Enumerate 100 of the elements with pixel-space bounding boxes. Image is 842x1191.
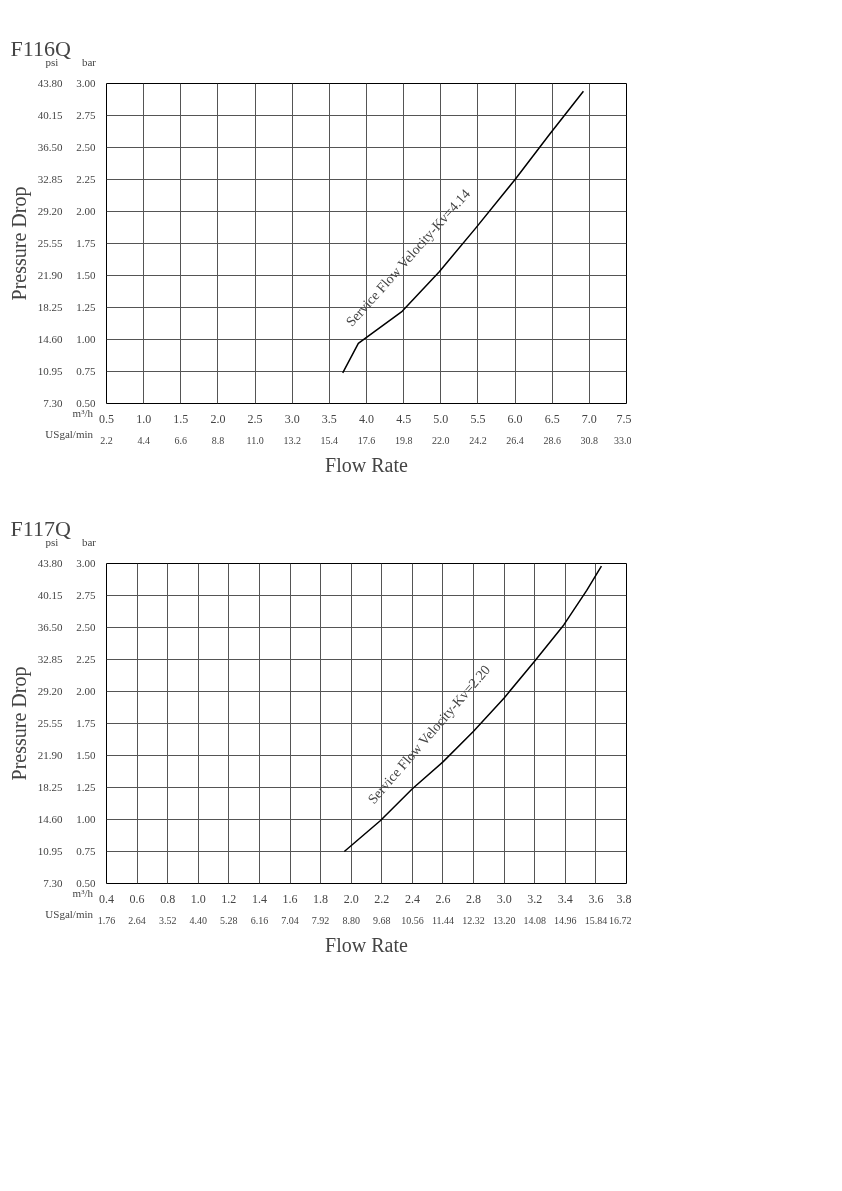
y-tick-label: 36.50 [37,621,63,633]
x-tick-label: 3.2 [527,891,543,906]
x2-tick-label: 26.4 [506,434,524,446]
x2-tick-label: 19.8 [394,434,413,446]
y-tick-label: 7.30 [43,397,63,409]
x-tick-label: 2.8 [466,891,482,906]
y2-tick-label: 0.75 [76,845,96,857]
y-axis-title: Pressure Drop [7,666,31,781]
x2-tick-label: 22.0 [432,434,450,446]
x2-tick-label: 30.8 [580,434,599,446]
y-tick-label: 21.90 [37,269,63,281]
x2-tick-label: 2.2 [100,434,113,446]
x-tick-label: 0.5 [99,411,114,426]
x-tick-label: 0.8 [160,891,176,906]
y2-tick-label: 1.25 [76,301,96,313]
text: bar [81,535,97,550]
x-tick-label: 1.4 [251,891,267,906]
y-tick-label: 40.15 [37,109,63,121]
x2-tick-label: 28.6 [543,434,561,446]
y2-tick-label: 1.50 [76,749,96,761]
x2-tick-label: 15.84 [584,914,608,926]
x-tick-label: 0.4 [99,891,114,906]
x-tick-label: 2.2 [374,891,390,906]
x-tick-label: 0.6 [129,891,145,906]
x-tick-label: 3.0 [284,411,300,426]
y2-tick-label: 1.25 [76,781,96,793]
x2-tick-label: 8.8 [211,434,225,446]
y2-tick-label: 2.75 [76,109,96,121]
text: m³/h [72,887,93,901]
line-series [341,90,585,374]
x-tick-label: 7.0 [581,411,597,426]
x2-tick-label: 6.6 [174,434,188,446]
y2-tick-label: 2.00 [76,205,96,217]
x2-tick-label: 11.44 [431,914,455,926]
x2-tick-label: 6.16 [250,914,269,926]
text: bar [81,55,97,70]
x-tick-label: 3.8 [616,891,632,906]
x-tick-label: 1.2 [221,891,237,906]
x2-tick-label: 4.40 [189,914,208,926]
text: USgal/min [45,907,93,922]
y-tick-label: 10.95 [37,845,63,857]
x-tick-label: 5.0 [433,411,449,426]
line-series [343,565,603,853]
x-tick-label: 2.4 [404,891,420,906]
x-tick-label: 1.6 [282,891,298,906]
y-tick-label: 21.90 [37,749,63,761]
x2-tick-label: 14.96 [554,914,577,926]
y-tick-label: 25.55 [37,717,63,729]
x-tick-label: 2.0 [210,411,226,426]
x-tick-label: 1.5 [173,411,189,426]
x2-tick-label: 10.56 [401,914,424,926]
y-tick-label: 25.55 [37,237,63,249]
x2-tick-label: 13.20 [492,914,516,926]
y2-tick-label: 2.50 [76,621,96,633]
x2-tick-label: 13.2 [283,434,301,446]
x2-tick-label: 15.4 [320,434,339,446]
x-tick-label: 1.0 [190,891,206,906]
x-tick-label: 3.5 [321,411,337,426]
y2-tick-label: 1.00 [76,333,96,345]
x2-tick-label: 12.32 [462,914,485,926]
x2-tick-label: 2.64 [128,914,146,926]
y2-tick-label: 2.75 [76,589,96,601]
x-tick-label: 3.0 [496,891,512,906]
x-tick-label: 2.6 [435,891,451,906]
text: USgal/min [45,427,93,442]
x-tick-label: 4.0 [359,411,374,426]
y2-tick-label: 0.75 [76,365,96,377]
x-tick-label: 3.6 [588,891,604,906]
y-tick-label: 18.25 [37,781,63,793]
y2-tick-label: 2.25 [76,173,96,185]
y2-tick-label: 0.50 [76,877,96,889]
x2-tick-label: 4.4 [137,434,150,446]
y-tick-label: 7.30 [43,877,63,889]
y-tick-label: 36.50 [37,141,63,153]
y-tick-label: 29.20 [37,205,63,217]
y2-tick-label: 1.75 [76,237,96,249]
x2-tick-label: 33.0 [614,434,632,446]
y-tick-label: 43.80 [37,557,63,569]
x2-tick-label: 5.28 [220,914,238,926]
x2-tick-label: 14.08 [523,914,546,926]
x2-tick-label: 16.72 [609,914,632,926]
y-tick-label: 40.15 [37,589,63,601]
x-axis-title: Flow Rate [325,453,409,476]
y-tick-label: 43.80 [37,77,63,89]
x2-tick-label: 3.52 [158,914,177,926]
y2-tick-label: 1.50 [76,269,96,281]
y2-tick-label: 0.50 [76,397,96,409]
y-tick-label: 18.25 [37,301,63,313]
x2-tick-label: 8.80 [342,914,360,926]
x2-tick-label: 7.92 [311,914,330,926]
x-tick-label: 7.5 [616,411,632,426]
y2-tick-label: 2.25 [76,653,96,665]
y-axis-title: Pressure Drop [7,186,31,301]
x2-tick-label: 24.2 [469,434,487,446]
x2-tick-label: 9.68 [373,914,391,926]
y-tick-label: 14.60 [37,813,63,825]
y2-tick-label: 1.75 [76,717,96,729]
y-tick-label: 10.95 [37,365,63,377]
x-tick-label: 3.4 [557,891,573,906]
text: m³/h [72,407,93,421]
